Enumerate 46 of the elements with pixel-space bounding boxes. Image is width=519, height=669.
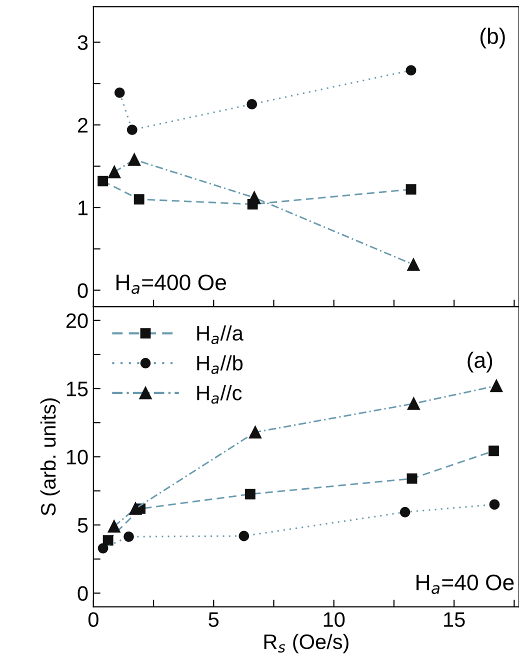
y-tick-label: 2	[78, 118, 88, 132]
point	[406, 473, 418, 484]
y-tick-label: 1	[78, 200, 88, 216]
y-tick-label: 0	[78, 586, 88, 601]
point	[407, 258, 420, 271]
point	[489, 499, 500, 510]
legend-label: H$_{a}$//c	[197, 385, 242, 404]
y-tick-label: 10	[66, 450, 88, 465]
point	[98, 176, 108, 186]
point	[400, 506, 410, 518]
point	[134, 194, 144, 204]
legend-label: H$_{a}$//a	[197, 325, 244, 344]
point	[108, 166, 121, 178]
point	[108, 520, 120, 533]
point	[98, 543, 108, 554]
annotation: H$_{a}$=400 Oe	[116, 274, 226, 294]
x-tick-label: 0	[88, 612, 98, 627]
x-tick-label: 10	[324, 612, 345, 627]
annotation: (a)	[468, 352, 492, 372]
point	[114, 87, 125, 98]
point	[102, 535, 114, 546]
y-tick-label: 3	[78, 35, 88, 50]
point	[488, 446, 499, 456]
point	[407, 397, 420, 410]
x-axis-title: R$_{s}$ (Oe/s)	[264, 634, 348, 654]
y-tick-label: 20	[66, 313, 88, 328]
legend-label: H$_{a}$//b	[197, 355, 243, 374]
point	[128, 153, 141, 166]
y-tick-label: 5	[78, 518, 88, 533]
point	[238, 530, 250, 542]
y-tick-label: 15	[66, 382, 88, 396]
point	[490, 380, 503, 392]
annotation: (b)	[480, 28, 505, 48]
point	[406, 184, 416, 195]
y-tick-label: 0	[78, 283, 88, 298]
point	[244, 488, 256, 500]
point	[124, 531, 134, 542]
x-tick-label: 5	[208, 612, 219, 627]
x-tick-label: 15	[444, 612, 465, 627]
point	[246, 99, 258, 110]
point	[248, 426, 262, 438]
point	[406, 65, 416, 76]
point	[126, 124, 138, 136]
point	[129, 502, 142, 515]
annotation: H$_{a}$=40 Oe	[416, 574, 514, 594]
y-axis-title: S (arb. units)	[40, 398, 60, 516]
